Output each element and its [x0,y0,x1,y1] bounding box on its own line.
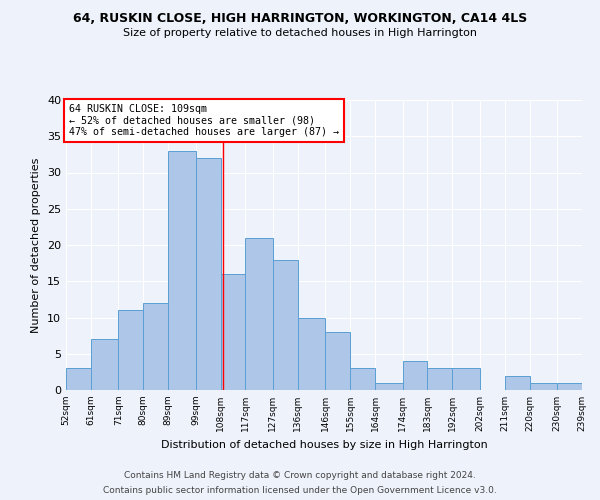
Bar [557,383,582,390]
Bar [118,310,143,390]
Bar [530,383,557,390]
Text: 64 RUSKIN CLOSE: 109sqm
← 52% of detached houses are smaller (98)
47% of semi-de: 64 RUSKIN CLOSE: 109sqm ← 52% of detache… [69,104,339,137]
Bar [298,318,325,390]
Y-axis label: Number of detached properties: Number of detached properties [31,158,41,332]
Text: Contains public sector information licensed under the Open Government Licence v3: Contains public sector information licen… [103,486,497,495]
Bar [196,158,221,390]
Bar [325,332,350,390]
Bar [143,303,168,390]
Text: Contains HM Land Registry data © Crown copyright and database right 2024.: Contains HM Land Registry data © Crown c… [124,471,476,480]
Bar [273,260,298,390]
Text: 64, RUSKIN CLOSE, HIGH HARRINGTON, WORKINGTON, CA14 4LS: 64, RUSKIN CLOSE, HIGH HARRINGTON, WORKI… [73,12,527,26]
Bar [245,238,273,390]
Bar [505,376,530,390]
Bar [403,361,427,390]
Bar [350,368,375,390]
Bar [427,368,452,390]
Bar [452,368,480,390]
Bar [66,368,91,390]
X-axis label: Distribution of detached houses by size in High Harrington: Distribution of detached houses by size … [161,440,487,450]
Bar [168,151,196,390]
Bar [221,274,245,390]
Text: Size of property relative to detached houses in High Harrington: Size of property relative to detached ho… [123,28,477,38]
Bar [91,339,118,390]
Bar [375,383,403,390]
